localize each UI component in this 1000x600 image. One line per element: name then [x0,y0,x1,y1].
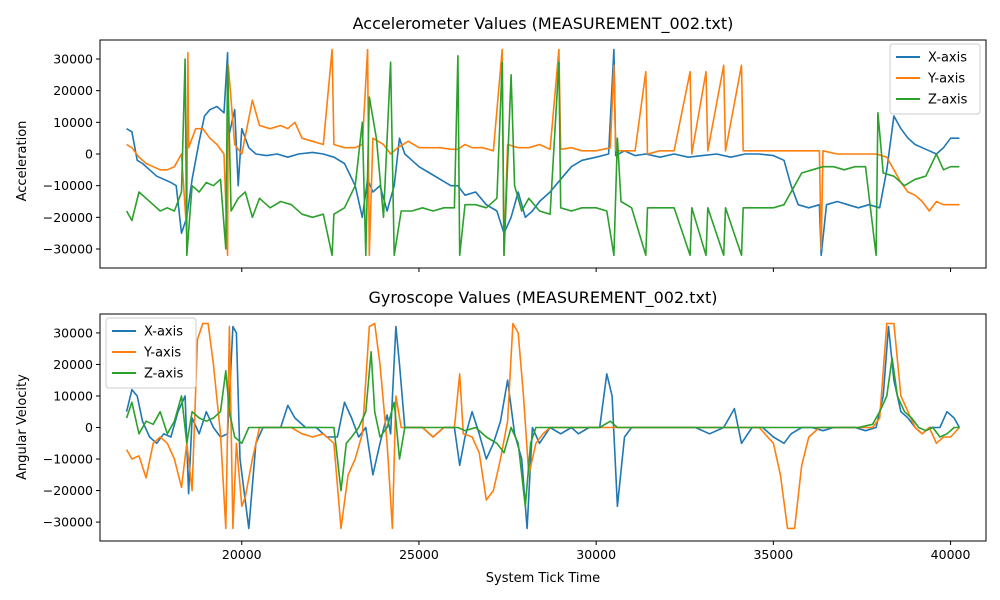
gyroscope-series-line-x-axis [125,325,961,530]
accelerometer-legend-label-z-axis: Z-axis [928,93,968,108]
accelerometer-y-tick-label: 30000 [53,52,93,67]
gyroscope-x-tick-label: 35000 [753,547,793,562]
accelerometer-y-tick-label: −20000 [43,210,93,225]
accelerometer-legend-label-y-axis: Y-axis [927,72,965,87]
gyroscope-panel: Gyroscope Values (MEASUREMENT_002.txt) A… [15,288,987,586]
accelerometer-y-tick-label: 10000 [53,115,93,130]
accelerometer-y-tick-label: −10000 [43,178,93,193]
gyroscope-series-line-z-axis [125,351,960,508]
accelerometer-series-line-x-axis [126,48,960,257]
gyroscope-x-tick-label: 30000 [576,547,616,562]
accelerometer-legend: X-axis Y-axis Z-axis [889,43,981,115]
gyroscope-y-tick-label: 10000 [53,388,93,403]
accelerometer-y-tick-label: 20000 [53,83,93,98]
accelerometer-chart-title: Accelerometer Values (MEASUREMENT_002.tx… [353,14,734,34]
gyroscope-y-tick-label: 0 [85,420,93,435]
gyroscope-legend-box [105,317,197,389]
accelerometer-y-tick-label: −30000 [43,242,93,257]
accelerometer-legend-label-x-axis: X-axis [928,51,967,66]
gyroscope-y-tick-label: −10000 [43,452,93,467]
gyroscope-y-tick-label: −20000 [43,483,93,498]
gyroscope-x-tick-label: 20000 [222,547,262,562]
gyroscope-y-tick-label: 30000 [53,325,93,340]
gyroscope-chart-title: Gyroscope Values (MEASUREMENT_002.txt) [369,288,718,308]
accelerometer-series-line-y-axis [126,48,960,257]
x-axis-label: System Tick Time [486,571,600,586]
gyroscope-y-axis-label: Angular Velocity [15,374,30,480]
gyroscope-y-tick-label: −30000 [43,515,93,530]
accelerometer-y-axis-label: Acceleration [15,121,30,202]
gyroscope-x-tick-label: 25000 [399,547,439,562]
gyroscope-legend: X-axis Y-axis Z-axis [105,317,197,389]
accelerometer-panel: Accelerometer Values (MEASUREMENT_002.tx… [15,14,987,272]
gyroscope-legend-label-z-axis: Z-axis [144,367,184,382]
gyroscope-y-tick-label: 20000 [53,357,93,372]
gyroscope-legend-label-x-axis: X-axis [144,325,183,340]
gyroscope-legend-label-y-axis: Y-axis [143,346,181,361]
accelerometer-legend-box [889,43,981,115]
accelerometer-y-tick-label: 0 [85,147,93,162]
gyroscope-x-tick-label: 40000 [931,547,971,562]
accelerometer-series-line-z-axis [125,55,960,257]
